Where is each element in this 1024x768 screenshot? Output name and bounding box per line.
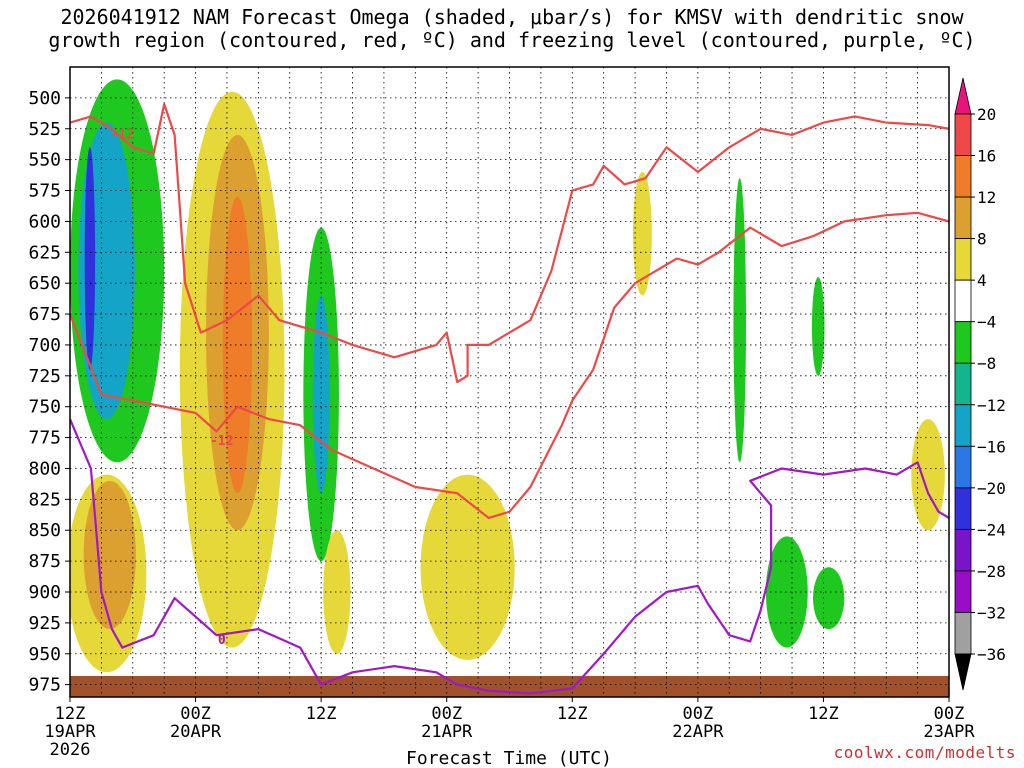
x-tick-label-60-0: 00Z (682, 704, 713, 724)
y-tick-label-825: 825 (28, 489, 61, 510)
colorbar-bottom-arrow (954, 653, 972, 691)
colorbar-label-8: −16 (977, 437, 1006, 456)
colorbar-label-3: 8 (977, 230, 987, 249)
y-tick-label-700: 700 (28, 335, 61, 356)
colorbar-label-12: −32 (977, 603, 1006, 622)
credit-text: coolwx.com/modelts (833, 743, 1016, 762)
x-tick-label-60-1: 22APR (672, 722, 724, 742)
contour-lines: -12 -12 0 (70, 103, 949, 695)
colorbar-band-4 (954, 238, 972, 281)
x-tick-label-24-0: 12Z (306, 704, 337, 724)
y-tick-label-525: 525 (28, 119, 61, 140)
y-tick-label-625: 625 (28, 242, 61, 263)
colorbar-label-6: −8 (977, 354, 996, 373)
x-tick-label-0-0: 12Z (55, 704, 86, 724)
omega-region-ascent-early-core (83, 480, 136, 630)
omega-region-ascent-21apr (420, 474, 515, 660)
colorbar-band-13 (954, 612, 972, 655)
omega-region-descent-12z20-core (312, 295, 330, 494)
x-axis-label: Forecast Time (UTC) (406, 748, 612, 768)
y-tick-label-500: 500 (28, 88, 61, 109)
contour-label-dendritic-upper-12: -12 (111, 128, 134, 143)
contour-freezing-level-0 (70, 418, 949, 695)
colorbar-label-0: 20 (977, 105, 996, 124)
x-tick-label-0-1: 19APR (44, 722, 96, 742)
x-tick-label-36-1: 21APR (421, 722, 473, 742)
omega-region-descent-early-max (84, 147, 96, 370)
omega-region-ascent-upper-22apr (632, 172, 652, 296)
title-line-2: growth region (contoured, red, ºC) and f… (48, 28, 976, 52)
colorbar-label-10: −24 (977, 520, 1006, 539)
ground-band (70, 676, 949, 697)
y-tick-label-925: 925 (28, 613, 61, 634)
colorbar: 20 16 12 8 4 −4 −8 −12 −16 −20 −24 −28 −32 −36 (954, 77, 1006, 691)
contour-label-dendritic-lower-12: -12 (210, 434, 233, 449)
colorbar-band-2 (954, 155, 972, 198)
contour-dendritic-upper-12 (70, 103, 949, 384)
y-tick-label-725: 725 (28, 366, 61, 387)
y-tick-label-900: 900 (28, 582, 61, 603)
omega-region-descent-22apr (733, 178, 746, 463)
colorbar-band-1 (954, 113, 972, 156)
contour-dendritic-lower-12 (70, 211, 949, 519)
colorbar-label-11: −28 (977, 562, 1006, 581)
y-tick-label-750: 750 (28, 397, 61, 418)
x-tick-label-36-0: 00Z (431, 704, 462, 724)
colorbar-band-12 (954, 570, 972, 613)
y-tick-label-875: 875 (28, 551, 61, 572)
y-axis-ticks: 500 525 550 575 600 625 650 675 700 725 750 775 800 8… (28, 88, 70, 696)
y-tick-label-800: 800 (28, 458, 61, 479)
colorbar-label-1: 16 (977, 147, 996, 166)
omega-region-descent-lower-b (812, 567, 845, 630)
y-tick-label-550: 550 (28, 150, 61, 171)
colorbar-label-9: −20 (977, 479, 1006, 498)
colorbar-label-13: −36 (977, 645, 1006, 664)
y-tick-label-575: 575 (28, 181, 61, 202)
x-tick-label-72-0: 12Z (808, 704, 839, 724)
colorbar-band-5 (954, 279, 972, 323)
x-tick-label-84-0: 00Z (934, 704, 965, 724)
x-tick-label-48-0: 12Z (557, 704, 588, 724)
omega-region-descent-22apr-b (811, 277, 825, 376)
x-tick-label-12-1: 20APR (170, 722, 222, 742)
colorbar-band-8 (954, 404, 972, 447)
y-tick-label-975: 975 (28, 675, 61, 696)
colorbar-band-11 (954, 528, 972, 572)
colorbar-band-3 (954, 196, 972, 240)
colorbar-band-9 (954, 445, 972, 489)
y-tick-label-950: 950 (28, 644, 61, 665)
terrain-band (70, 676, 949, 697)
x-tick-label-12-0: 00Z (180, 704, 211, 724)
colorbar-band-6 (954, 321, 972, 364)
y-tick-label-675: 675 (28, 304, 61, 325)
colorbar-label-5: −4 (977, 313, 996, 332)
colorbar-label-4: 4 (977, 271, 987, 290)
title-line-1: 2026041912 NAM Forecast Omega (shaded, μ… (60, 5, 964, 29)
y-tick-label-850: 850 (28, 520, 61, 541)
omega-region-ascent-late (911, 419, 945, 531)
plot-frame (69, 66, 950, 698)
x-tick-label-84-1: 23APR (923, 722, 975, 742)
omega-region-ascent-main-core (222, 196, 253, 494)
grid-lines (70, 67, 949, 697)
colorbar-top-arrow (954, 77, 972, 115)
y-tick-label-600: 600 (28, 211, 61, 232)
contour-label-freezing-level-0: 0 (218, 633, 226, 648)
colorbar-band-7 (954, 362, 972, 406)
x-tick-label-0-2: 2026 (50, 740, 91, 760)
colorbar-band-10 (954, 487, 972, 530)
colorbar-label-2: 12 (977, 188, 996, 207)
y-tick-label-775: 775 (28, 428, 61, 449)
chart-title: 2026041912 NAM Forecast Omega (shaded, μ… (0, 6, 1024, 52)
y-tick-label-650: 650 (28, 273, 61, 294)
colorbar-label-7: −12 (977, 396, 1006, 415)
omega-region-descent-lower (765, 536, 808, 648)
